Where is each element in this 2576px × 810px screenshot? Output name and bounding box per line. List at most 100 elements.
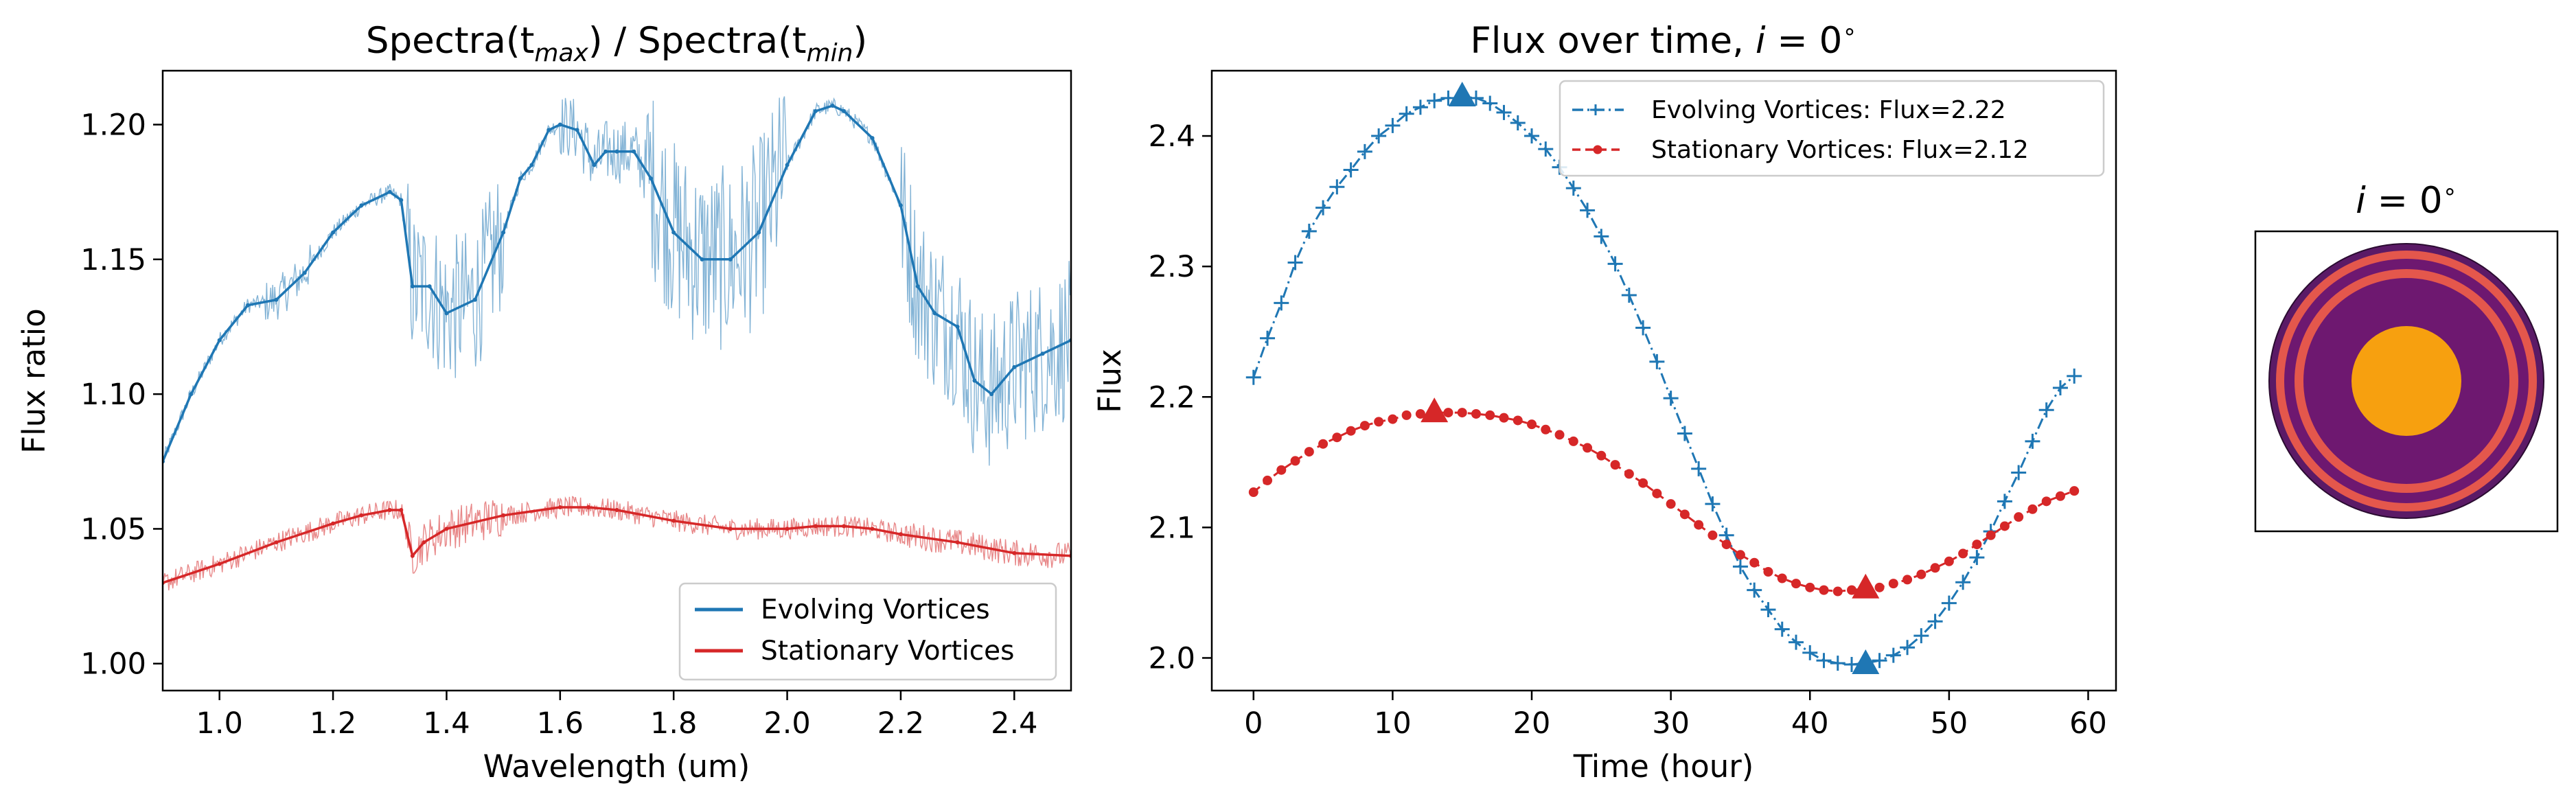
flux-point-evolving <box>1969 550 1985 566</box>
flux-point-stationary <box>1346 426 1356 436</box>
flux-point-stationary <box>1318 439 1329 449</box>
flux-point-evolving <box>1565 181 1581 196</box>
flux-point-stationary <box>1847 585 1857 595</box>
flux-point-evolving <box>1274 295 1289 311</box>
flux-point-stationary <box>1888 579 1898 589</box>
flux-point-evolving <box>1371 128 1387 144</box>
flux-point-stationary <box>1415 408 1425 419</box>
flux-point-evolving <box>1747 582 1762 598</box>
spectrum-point <box>614 149 619 154</box>
spectrum-point <box>217 562 222 566</box>
flux-point-stationary <box>1443 408 1453 418</box>
flux-point-stationary <box>1359 421 1370 431</box>
spectra-x-tick-label: 2.4 <box>991 706 1037 741</box>
flux-legend-box <box>1559 80 2105 177</box>
spectrum-point <box>955 324 960 329</box>
flux-point-evolving <box>1760 602 1776 618</box>
flux-point-stationary <box>2027 504 2038 514</box>
flux-point-stationary <box>1735 550 1745 560</box>
flux-point-stationary <box>1374 417 1384 427</box>
flux-point-evolving <box>2067 368 2082 384</box>
dot-marker-icon <box>1593 145 1602 154</box>
flux-point-stationary <box>1332 432 1342 443</box>
flux-point-evolving <box>1941 595 1957 611</box>
spectra-x-tick-label: 1.0 <box>196 706 242 741</box>
flux-point-stationary <box>1513 415 1523 426</box>
flux-point-stationary <box>1666 499 1676 509</box>
flux-point-stationary <box>1791 579 1801 589</box>
flux-point-stationary <box>1819 585 1829 595</box>
spectrum-point <box>557 122 562 127</box>
flux-point-stationary <box>1916 569 1927 579</box>
spectra-x-tick-label: 1.8 <box>650 706 697 741</box>
spectrum-point <box>387 189 392 194</box>
spectrum-point <box>472 297 477 302</box>
spectrum-point <box>274 297 279 302</box>
spectra-y-tick-label: 1.20 <box>80 108 146 143</box>
flux-point-evolving <box>1496 104 1512 120</box>
flux-point-stationary <box>2014 512 2024 522</box>
spectrum-point <box>842 108 847 113</box>
spectrum-series-1 <box>163 506 1071 584</box>
extremum-triangle-marker <box>1852 649 1880 674</box>
spectrum-point <box>518 176 522 181</box>
flux-point-evolving <box>1594 229 1609 244</box>
disk-panel-title: i = 0∘ <box>2356 178 2457 222</box>
spectrum-point <box>785 526 790 531</box>
spectra-x-tick-label: 1.6 <box>537 706 584 741</box>
flux-plot-lines <box>1245 82 2082 674</box>
flux-point-stationary <box>1499 413 1509 423</box>
spectrum-point <box>422 540 426 545</box>
spectrum-point <box>575 128 579 132</box>
spectra-y-tick-label: 1.00 <box>80 647 146 682</box>
flux-x-tick-label: 20 <box>1513 706 1551 741</box>
flux-y-tick-label: 2.4 <box>1149 119 1195 154</box>
spectrum-point <box>387 507 392 512</box>
flux-point-stationary <box>1694 520 1704 530</box>
spectra-x-tick-label: 1.4 <box>423 706 470 741</box>
flux-y-tick-label: 2.1 <box>1149 511 1195 545</box>
spectrum-point <box>410 553 415 558</box>
spectra-y-axis-label: Flux ratio <box>16 308 52 454</box>
flux-point-evolving <box>2038 402 2054 418</box>
spectrum-point <box>671 518 676 523</box>
spectrum-point <box>586 505 591 510</box>
spectrum-point <box>915 284 920 289</box>
flux-point-stationary <box>1263 475 1273 485</box>
spectrum-point <box>671 230 676 235</box>
flux-point-evolving <box>1621 287 1637 303</box>
spectrum-point <box>785 163 790 167</box>
flux-point-stationary <box>1902 575 1913 585</box>
spectrum-point <box>603 149 608 154</box>
spectrum-point <box>728 257 733 262</box>
spectrum-point <box>302 270 307 275</box>
flux-point-stationary <box>1290 456 1300 466</box>
flux-x-tick-label: 40 <box>1791 706 1829 741</box>
flux-point-stationary <box>1707 530 1718 540</box>
flux-point-evolving <box>1482 95 1498 111</box>
flux-point-evolving <box>1885 647 1901 663</box>
flux-point-stationary <box>1457 408 1467 418</box>
flux-point-stationary <box>1874 582 1885 592</box>
flux-point-evolving <box>1343 162 1359 178</box>
spectrum-point <box>399 198 404 202</box>
flux-point-evolving <box>1816 653 1832 669</box>
flux-y-tick-label: 2.2 <box>1149 380 1195 415</box>
flux-point-evolving <box>1315 200 1331 216</box>
flux-point-stationary <box>1388 414 1398 424</box>
legend-label-evolving: Evolving Vortices <box>761 594 990 625</box>
flux-point-evolving <box>1245 369 1261 385</box>
legend-label-stationary: Stationary Vortices <box>761 636 1015 667</box>
spectrum-point <box>359 203 364 208</box>
spectra-x-tick-label: 1.2 <box>310 706 356 741</box>
planet-disk-core <box>2351 326 2461 436</box>
spectrum-point <box>331 230 336 235</box>
flux-point-stationary <box>1624 469 1634 479</box>
flux-point-stationary <box>1568 436 1578 446</box>
spectrum-point <box>359 513 364 518</box>
flux-point-stationary <box>1596 450 1607 461</box>
flux-point-evolving <box>1607 256 1623 272</box>
flux-point-stationary <box>2055 491 2065 501</box>
flux-point-stationary <box>1763 567 1773 577</box>
spectrum-point <box>331 521 336 526</box>
